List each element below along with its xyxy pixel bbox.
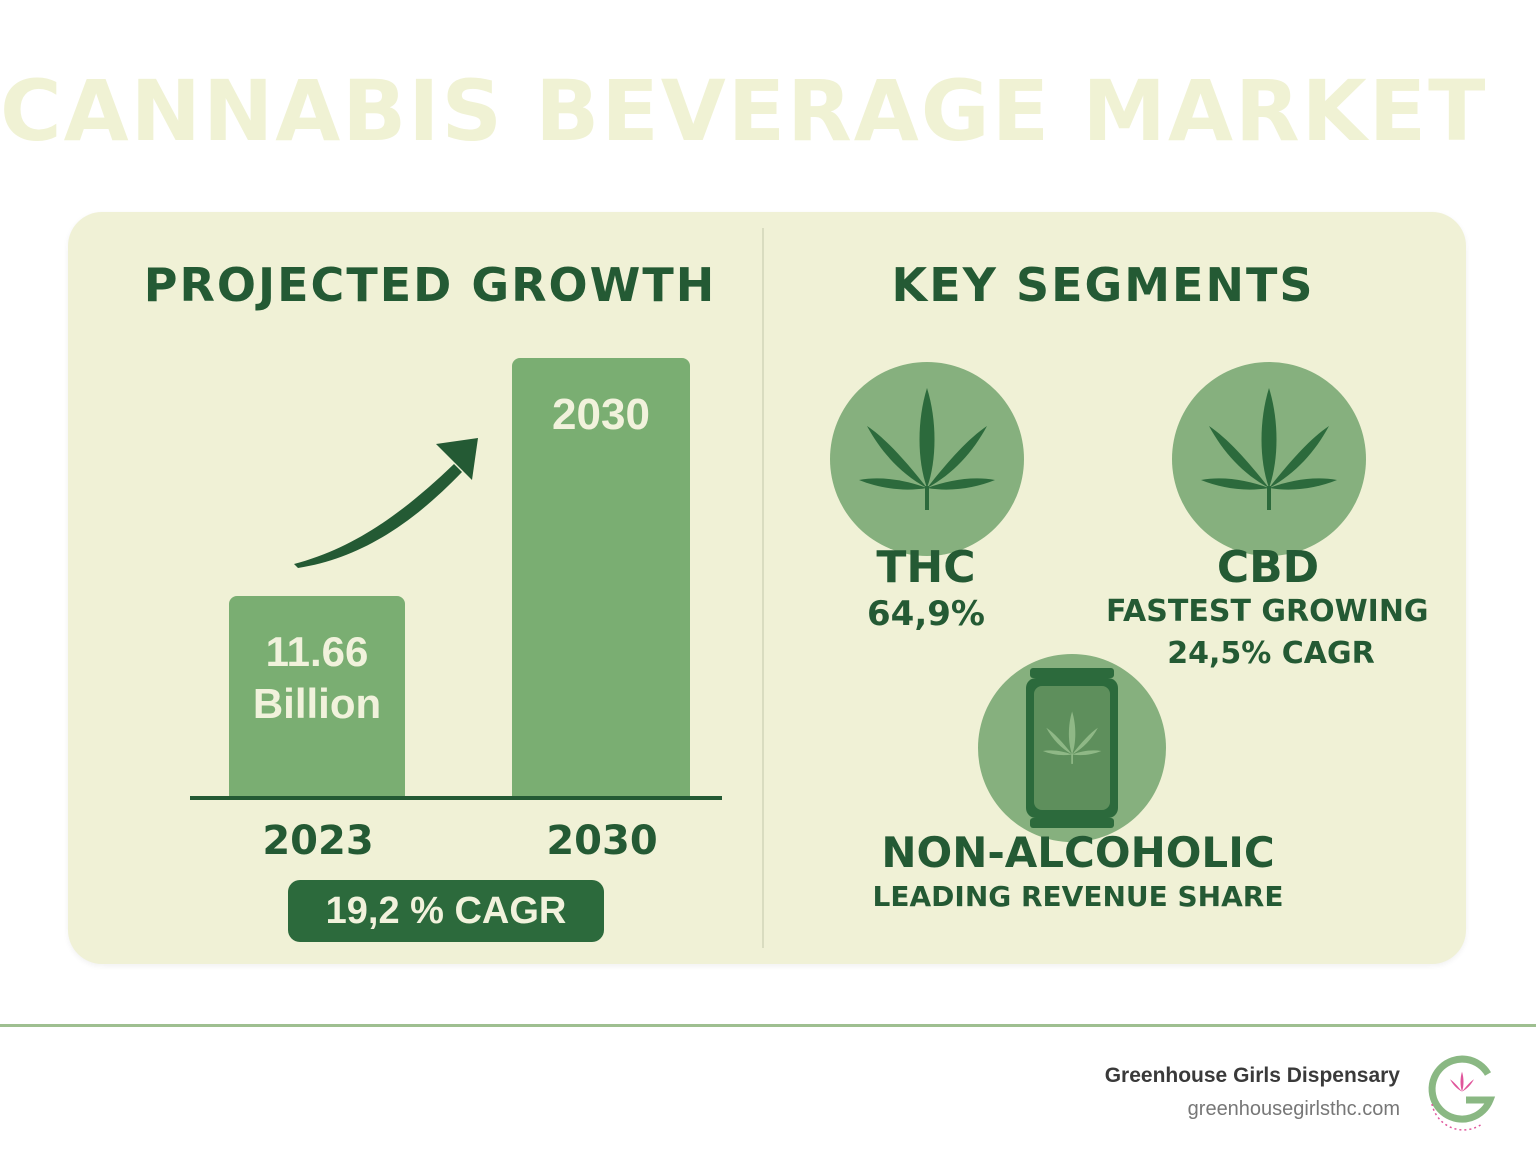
growth-arrow-icon <box>294 438 478 568</box>
cannabis-leaf-icon <box>1201 388 1337 510</box>
year-label-2030: 2030 <box>546 818 658 864</box>
cbd-fastest-growing: FASTEST GROWING <box>1106 594 1429 629</box>
brand-url[interactable]: greenhousegirlsthc.com <box>1187 1098 1400 1120</box>
key-segments-heading: KEY SEGMENTS <box>891 258 1315 312</box>
beverage-can-icon <box>1026 668 1118 828</box>
thc-value: 64,9% <box>867 594 985 634</box>
bar-2030 <box>512 358 690 796</box>
page-title: CANNABIS BEVERAGE MARKET <box>0 62 1488 160</box>
footer-divider <box>0 1024 1536 1027</box>
cagr-badge: 19,2 % CAGR <box>288 880 604 942</box>
bar-2030-label: 2030 <box>552 390 650 439</box>
bar-2023-value: 11.66 <box>265 628 369 675</box>
panel-divider <box>762 228 764 948</box>
cbd-title: CBD <box>1216 542 1320 593</box>
bar-2023-unit: Billion <box>252 680 382 727</box>
year-label-2023: 2023 <box>262 818 374 864</box>
chart-baseline <box>190 796 722 800</box>
projected-growth-heading: PROJECTED GROWTH <box>143 258 717 312</box>
non-alcoholic-title: NON-ALCOHOLIC <box>881 828 1275 877</box>
content-panel <box>68 212 1466 964</box>
thc-title: THC <box>876 542 976 593</box>
cannabis-leaf-icon <box>859 388 995 510</box>
non-alcoholic-subtitle: LEADING REVENUE SHARE <box>872 880 1284 913</box>
brand-logo-icon <box>1424 1054 1500 1131</box>
bar-2023 <box>229 596 405 796</box>
brand-name: Greenhouse Girls Dispensary <box>1104 1064 1400 1087</box>
cbd-cagr: 24,5% CAGR <box>1167 636 1375 671</box>
